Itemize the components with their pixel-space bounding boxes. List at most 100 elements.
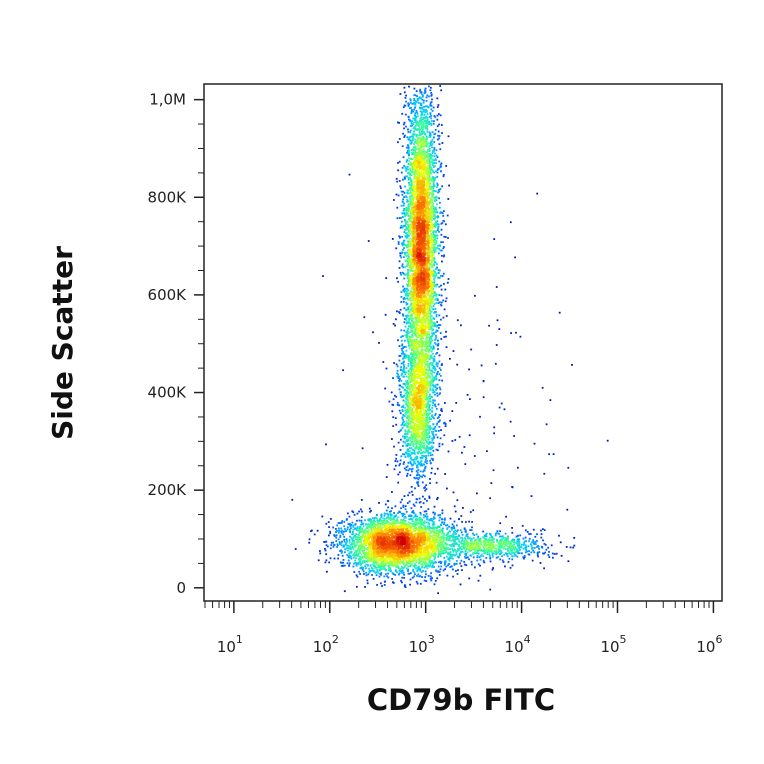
event-dot	[449, 548, 452, 551]
event-dot	[426, 137, 428, 140]
event-dot	[423, 444, 426, 447]
event-dot	[353, 527, 356, 530]
event-dot	[491, 538, 494, 541]
event-dot	[424, 133, 426, 135]
event-dot	[431, 322, 434, 325]
event-dot	[317, 559, 320, 562]
event-dot	[423, 455, 426, 458]
event-dot	[560, 554, 563, 557]
event-dot	[378, 502, 380, 504]
event-dot	[436, 529, 438, 532]
event-dot	[439, 249, 442, 252]
event-dot	[341, 529, 344, 532]
event-dot	[606, 439, 609, 442]
event-dot	[324, 548, 326, 550]
event-dot	[411, 518, 414, 520]
event-dot	[397, 565, 400, 568]
event-dot	[433, 211, 436, 213]
event-dot	[375, 574, 378, 577]
event-dot	[348, 173, 351, 176]
event-dot	[411, 379, 414, 381]
event-dot	[407, 273, 410, 276]
event-dot	[343, 535, 346, 538]
event-dot	[407, 271, 409, 274]
event-dot	[533, 547, 536, 549]
event-dot	[452, 550, 455, 553]
event-dot	[439, 414, 441, 416]
event-dot	[399, 570, 402, 573]
event-dot	[443, 308, 446, 311]
event-dot	[529, 533, 532, 535]
event-dot	[405, 563, 408, 565]
event-dot	[397, 473, 400, 476]
event-dot	[456, 573, 459, 575]
event-dot	[417, 522, 420, 524]
event-dot	[408, 518, 410, 521]
event-dot	[410, 215, 413, 218]
event-dot	[419, 443, 421, 445]
event-dot	[408, 279, 410, 281]
event-dot	[518, 538, 521, 541]
event-dot	[431, 377, 434, 380]
event-dot	[491, 554, 494, 556]
event-dot	[450, 545, 452, 547]
event-dot	[454, 529, 456, 532]
event-dot	[427, 397, 430, 400]
event-dot	[414, 145, 416, 148]
event-dot	[408, 341, 410, 344]
event-dot	[470, 540, 473, 543]
event-dot	[439, 85, 442, 87]
event-dot	[378, 567, 381, 569]
event-dot	[391, 572, 394, 574]
event-dot	[435, 383, 438, 386]
event-dot	[442, 255, 445, 258]
event-dot	[374, 520, 377, 523]
event-dot	[414, 456, 417, 459]
event-dot	[429, 159, 431, 161]
event-dot	[408, 187, 411, 189]
event-dot	[403, 91, 406, 94]
event-dot	[420, 118, 423, 121]
event-dot	[480, 549, 482, 552]
event-dot	[413, 565, 415, 567]
event-dot	[404, 441, 407, 444]
event-dot	[505, 543, 507, 546]
event-dot	[420, 506, 423, 508]
event-dot	[429, 356, 432, 359]
event-dot	[408, 420, 411, 422]
event-dot	[424, 570, 427, 573]
event-dot	[422, 435, 425, 438]
event-dot	[454, 549, 457, 552]
event-dot	[389, 510, 391, 513]
event-dot	[368, 526, 371, 528]
event-dot	[363, 547, 366, 550]
event-dot	[424, 563, 427, 566]
event-dot	[399, 93, 402, 95]
event-dot	[359, 552, 361, 554]
event-dot	[426, 105, 428, 108]
event-dot	[355, 542, 358, 544]
event-dot	[505, 540, 508, 542]
event-dot	[398, 160, 401, 163]
event-dot	[432, 521, 435, 524]
event-dot	[321, 515, 324, 518]
event-dot	[488, 554, 491, 557]
event-dot	[440, 429, 442, 431]
event-dot	[444, 425, 447, 427]
event-dot	[402, 362, 405, 364]
event-dot	[507, 561, 510, 563]
event-dot	[406, 409, 409, 412]
event-dot	[434, 552, 436, 555]
event-dot	[377, 522, 380, 525]
event-dot	[362, 525, 365, 528]
event-dot	[436, 171, 439, 174]
event-dot	[431, 407, 434, 409]
event-dot	[416, 524, 419, 526]
event-dot	[398, 572, 401, 575]
event-dot	[433, 257, 436, 260]
event-dot	[414, 149, 416, 152]
event-dot	[440, 301, 443, 304]
event-dot	[438, 314, 441, 317]
event-dot	[402, 347, 404, 349]
event-dot	[440, 338, 443, 340]
